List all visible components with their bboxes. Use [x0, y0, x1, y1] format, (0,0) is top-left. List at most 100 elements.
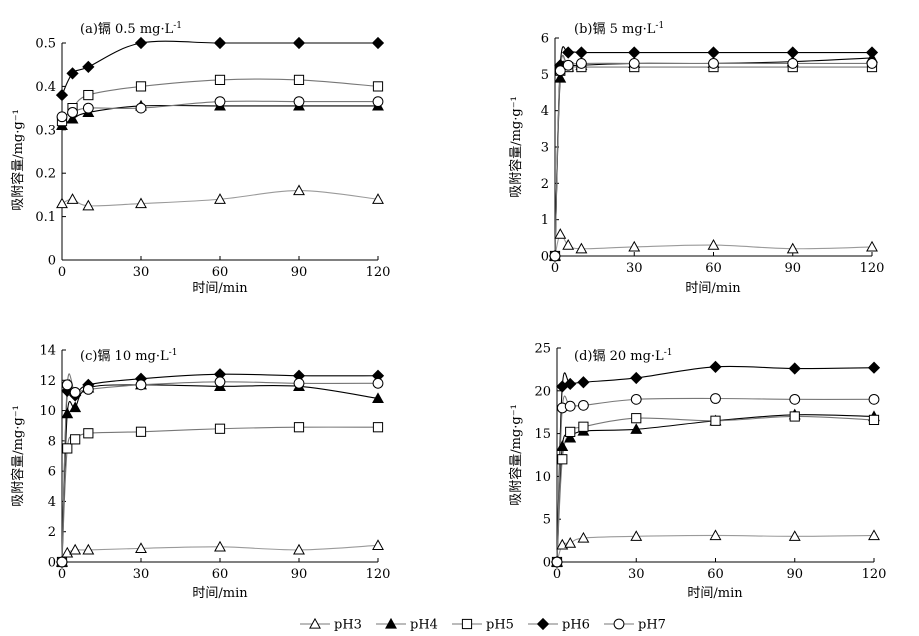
- legend-label: pH5: [486, 618, 514, 633]
- x-tick-label: 0: [58, 265, 66, 280]
- data-point-ph6: [865, 46, 879, 59]
- x-tick-label: 120: [862, 567, 887, 582]
- data-point-ph6: [630, 371, 643, 385]
- legend-marker: [613, 618, 625, 630]
- data-point-ph5: [710, 415, 721, 426]
- data-point-ph7: [67, 107, 78, 118]
- series-points-ph7: [549, 58, 878, 262]
- data-point-ph7: [630, 393, 642, 405]
- series-line-ph4: [554, 57, 873, 257]
- legend-item-ph7: pH7: [604, 618, 666, 633]
- data-point-ph7: [578, 399, 589, 411]
- x-tick-label: 30: [133, 567, 150, 582]
- data-point-ph7: [82, 102, 94, 114]
- data-point-ph7: [135, 379, 147, 391]
- data-point-ph3: [786, 242, 799, 254]
- y-tick-label: 12: [39, 374, 56, 389]
- x-tick-label: 120: [860, 261, 885, 276]
- data-point-ph3: [709, 529, 722, 541]
- legend-marker: [536, 617, 550, 631]
- y-tick-label: 15: [534, 427, 551, 442]
- x-tick-label: 90: [291, 265, 308, 280]
- data-point-ph7: [549, 250, 561, 262]
- legend-label: pH6: [562, 618, 590, 633]
- x-tick-label: 0: [58, 567, 66, 582]
- data-point-ph3: [372, 539, 384, 550]
- series-points-ph5: [551, 411, 880, 568]
- data-point-ph5: [557, 454, 568, 465]
- x-tick-label: 90: [786, 567, 803, 582]
- y-tick-label: 4: [48, 495, 56, 510]
- panel-title: (b)镉 5 mg·L-1: [574, 21, 664, 37]
- chart-panel-4: 0 30 60 90 120 0 5 10 15 20 25 时间/min 吸附容量/mg·g⁻¹ (d)…: [508, 342, 886, 602]
- data-point-ph7: [868, 393, 880, 405]
- data-point-ph6: [82, 60, 95, 73]
- data-point-ph7: [628, 58, 640, 69]
- data-point-ph5: [62, 443, 73, 454]
- series-line-ph6: [61, 40, 378, 96]
- y-tick-label: 1: [541, 213, 549, 228]
- x-tick-label: 90: [291, 567, 308, 582]
- data-point-ph3: [293, 184, 305, 196]
- data-point-ph6: [564, 377, 577, 391]
- y-tick-label: 10: [534, 470, 551, 485]
- legend-item-ph3: pH3: [300, 618, 362, 633]
- series-points-ph4: [549, 51, 878, 261]
- data-point-ph6: [213, 36, 227, 50]
- data-point-ph3: [66, 193, 79, 204]
- y-tick-label: 8: [48, 434, 56, 449]
- data-point-ph5: [83, 89, 94, 101]
- data-point-ph3: [82, 543, 95, 555]
- series-points-ph7: [56, 96, 384, 123]
- data-point-ph6: [788, 362, 801, 375]
- x-tick-label: 30: [628, 567, 645, 582]
- x-tick-label: 90: [784, 261, 801, 276]
- data-point-ph5: [631, 413, 642, 424]
- data-point-ph5: [565, 426, 576, 437]
- data-point-ph7: [564, 400, 576, 412]
- x-tick-label: 30: [626, 261, 643, 276]
- data-point-ph3: [293, 543, 305, 555]
- x-axis-label: 时间/min: [687, 586, 743, 601]
- data-point-ph5: [293, 422, 305, 433]
- y-tick-label: 5: [541, 68, 549, 83]
- data-point-ph3: [575, 242, 588, 254]
- data-point-ph4: [554, 71, 567, 83]
- series-line-ph6: [554, 46, 873, 257]
- data-point-ph3: [61, 546, 74, 558]
- y-axis-label: 吸附容量/mg·g⁻¹: [508, 96, 524, 198]
- data-point-ph7: [866, 58, 878, 69]
- series-line-ph7: [554, 54, 872, 257]
- series-line-ph7: [556, 395, 875, 563]
- y-tick-label: 10: [39, 404, 56, 419]
- data-point-ph3: [577, 531, 590, 543]
- data-point-ph6: [562, 46, 575, 59]
- data-point-ph7: [789, 393, 801, 405]
- data-point-ph6: [707, 46, 720, 59]
- data-point-ph4: [564, 431, 577, 443]
- x-axis-label: 时间/min: [192, 281, 248, 296]
- series-points-ph6: [548, 46, 879, 263]
- legend-item-ph4: pH4: [376, 618, 438, 633]
- series-points-ph6: [550, 360, 881, 569]
- data-point-ph7: [56, 111, 68, 123]
- y-tick-label: 2: [541, 177, 549, 192]
- data-point-ph7: [82, 383, 94, 395]
- data-point-ph6: [786, 46, 799, 59]
- x-tick-label: 120: [366, 265, 391, 280]
- data-point-ph3: [628, 240, 641, 252]
- legend: pH3 pH4 pH5 pH6 pH7: [300, 618, 666, 633]
- data-point-ph7: [562, 59, 574, 71]
- y-tick-label: 0: [541, 250, 549, 265]
- y-tick-label: 0.4: [35, 80, 56, 95]
- data-point-ph5: [372, 422, 384, 433]
- data-point-ph7: [56, 556, 68, 568]
- data-point-ph5: [135, 81, 147, 92]
- series-points-ph4: [56, 378, 384, 567]
- data-point-ph7: [554, 65, 566, 77]
- legend-marker: [385, 617, 397, 629]
- x-tick-label: 0: [553, 567, 561, 582]
- data-point-ph5: [135, 426, 147, 437]
- data-point-ph3: [82, 199, 95, 211]
